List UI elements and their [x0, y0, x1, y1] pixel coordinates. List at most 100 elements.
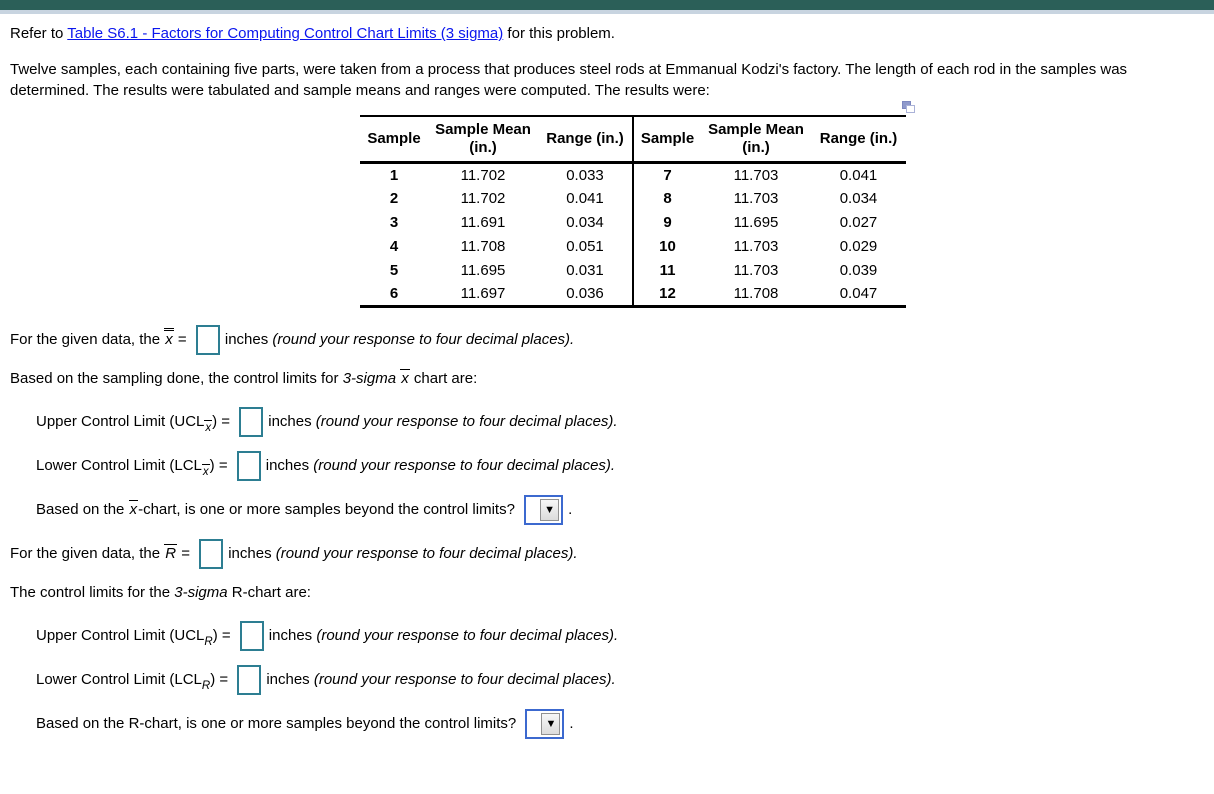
question-ucl-xbar: Upper Control Limit (UCLx) = inches (rou… — [36, 406, 1204, 438]
question-lcl-xbar: Lower Control Limit (LCLx) = inches (rou… — [36, 450, 1204, 482]
cell-range: 0.034 — [839, 190, 878, 207]
popout-table-icon[interactable] — [902, 101, 915, 113]
unit-label: inches — [266, 671, 314, 689]
question-ucl-r: Upper Control Limit (UCLR) = inches (rou… — [36, 620, 1204, 652]
sample-data-table: Sample Sample Mean (in.) Range (in.) Sam… — [360, 115, 906, 308]
lcl-xbar-answer-input[interactable] — [236, 451, 261, 482]
heading-text: The control limits for the — [10, 584, 175, 602]
dropdown-arrow-icon[interactable]: ▼ — [540, 499, 560, 522]
xbar-beyond-dropdown[interactable]: ▼ — [524, 495, 564, 526]
rbar-answer-input[interactable] — [199, 539, 224, 570]
question-text: Based on the — [36, 501, 129, 519]
question-xbarbar: For the given data, the x = inches (roun… — [10, 324, 1204, 356]
refer-prefix: Refer to — [10, 25, 68, 42]
col-header-range-1: Range (in.) — [546, 130, 624, 147]
ucl-xbar-answer-input[interactable] — [239, 407, 264, 438]
cell-range: 0.041 — [839, 166, 878, 184]
cell-sample: 8 — [632, 186, 701, 211]
rounding-note: (round your response to four decimal pla… — [275, 545, 578, 563]
cell-range: 0.047 — [839, 285, 878, 303]
lcl-r-answer-input[interactable] — [237, 665, 262, 696]
dropdown-arrow-icon[interactable]: ▼ — [541, 713, 561, 736]
page-top-strip — [0, 10, 1214, 14]
equals-sign: = — [177, 545, 195, 563]
cell-mean: 11.703 — [733, 238, 779, 255]
cell-range: 0.033 — [566, 166, 604, 184]
cell-sample: 7 — [632, 162, 701, 187]
problem-content: Refer to Table S6.1 - Factors for Comput… — [0, 14, 1214, 740]
col-header-range-2: Range (in.) — [819, 130, 898, 147]
ucl-r-answer-input[interactable] — [239, 621, 264, 652]
x-double-bar-symbol: x — [164, 328, 174, 348]
question-text: Upper Control Limit (UCL — [36, 413, 205, 431]
question-text: For the given data, the — [10, 545, 165, 563]
questions-section: For the given data, the x = inches (roun… — [10, 324, 1204, 740]
cell-sample: 9 — [632, 210, 701, 235]
col-header-sample-2: Sample — [632, 116, 701, 163]
r-beyond-dropdown[interactable]: ▼ — [525, 709, 565, 740]
r-limits-heading: The control limits for the 3-sigma R-cha… — [10, 582, 1204, 604]
cell-range: 0.036 — [566, 285, 604, 303]
cell-sample: 6 — [389, 285, 399, 303]
problem-statement: Twelve samples, each containing five par… — [10, 61, 1128, 99]
cell-range: 0.034 — [566, 214, 604, 231]
cell-range: 0.039 — [839, 262, 878, 279]
rounding-note: (round your response to four decimal pla… — [316, 627, 619, 645]
col-header-mean-1: Sample Mean (in.) — [435, 121, 531, 156]
sample-table-wrap: Sample Sample Mean (in.) Range (in.) Sam… — [360, 101, 960, 308]
cell-range: 0.029 — [839, 238, 878, 255]
equals-sign: ) = — [212, 627, 235, 645]
cell-mean: 11.691 — [460, 214, 506, 231]
question-text: Upper Control Limit (UCL — [36, 627, 205, 645]
cell-mean: 11.708 — [460, 238, 506, 255]
x-bar-symbol: x — [400, 369, 410, 388]
xbarbar-answer-input[interactable] — [195, 325, 220, 356]
table-row: 3 11.691 0.034 9 11.695 0.027 — [360, 210, 906, 235]
unit-label: inches — [268, 627, 317, 645]
cell-sample: 12 — [632, 282, 701, 307]
table-row: 1 11.702 0.033 7 11.703 0.041 — [360, 162, 906, 187]
cell-sample: 1 — [389, 166, 399, 184]
cell-mean: 11.703 — [733, 190, 779, 207]
question-tail: -chart, is one or more samples beyond th… — [138, 501, 520, 519]
question-text: Lower Control Limit (LCL — [36, 457, 202, 475]
question-rbar: For the given data, the R = inches (roun… — [10, 538, 1204, 570]
question-r-beyond: Based on the R-chart, is one or more sam… — [36, 708, 1204, 740]
period: . — [568, 501, 573, 519]
equals-sign: ) = — [209, 457, 232, 475]
unit-label: inches — [228, 545, 276, 563]
cell-mean: 11.697 — [460, 285, 506, 303]
r-subscript: R — [204, 636, 213, 649]
equals-sign: = — [173, 331, 191, 348]
cell-mean: 11.695 — [733, 214, 779, 231]
r-bar-symbol: R — [164, 544, 178, 563]
table-s61-link[interactable]: Table S6.1 - Factors for Computing Contr… — [67, 25, 504, 42]
cell-mean: 11.703 — [733, 262, 779, 279]
cell-mean: 11.708 — [733, 285, 779, 303]
x-bar-symbol: x — [128, 500, 139, 519]
heading-text: Based on the sampling done, the control … — [10, 370, 343, 388]
x-bar-subscript: x — [201, 464, 210, 479]
table-row: 2 11.702 0.041 8 11.703 0.034 — [360, 186, 906, 211]
heading-tail: R-chart are: — [227, 584, 311, 602]
unit-label: inches — [268, 413, 316, 431]
xbar-limits-heading: Based on the sampling done, the control … — [10, 368, 1204, 390]
popout-icon-front-square — [906, 105, 915, 113]
table-row: 4 11.708 0.051 10 11.703 0.029 — [360, 234, 906, 259]
col-header-sample-1: Sample — [367, 130, 421, 147]
question-lcl-r: Lower Control Limit (LCLR) = inches (rou… — [36, 664, 1204, 696]
heading-tail: chart are: — [409, 370, 478, 388]
three-sigma-label: 3-sigma — [342, 370, 401, 388]
period: . — [569, 715, 574, 733]
cell-range: 0.051 — [566, 238, 604, 255]
refer-line: Refer to Table S6.1 - Factors for Comput… — [10, 25, 1204, 42]
cell-sample: 4 — [389, 238, 399, 255]
question-text: For the given data, the — [10, 331, 165, 348]
question-text: Lower Control Limit (LCL — [36, 671, 202, 689]
unit-label: inches — [224, 331, 273, 348]
col-header-mean-2: Sample Mean (in.) — [708, 121, 804, 156]
cell-range: 0.027 — [839, 214, 878, 231]
cell-range: 0.031 — [566, 262, 604, 279]
question-text: Based on the R-chart, is one or more sam… — [36, 715, 521, 733]
x-bar-subscript: x — [204, 420, 213, 435]
